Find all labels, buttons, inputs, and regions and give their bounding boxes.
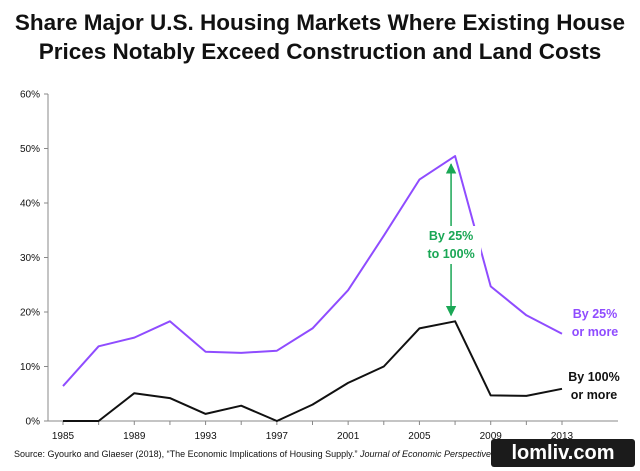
y-tick-label: 30% [20, 253, 40, 264]
annotation-label-line-1: By 25% [429, 229, 473, 243]
source-note: Source: Gyourko and Glaeser (2018), “The… [14, 449, 496, 459]
y-tick-label: 20% [20, 308, 40, 319]
y-tick-label: 40% [20, 199, 40, 210]
series-line-100-percent [63, 320, 563, 422]
chart-title-line-2: Prices Notably Exceed Construction and L… [38, 39, 602, 64]
x-tick-label: 1985 [52, 431, 75, 442]
x-tick-label: 1989 [123, 431, 146, 442]
series-label-25-line-1: By 25% [573, 307, 617, 321]
annotation-label-bg [421, 226, 482, 264]
y-tick-label: 50% [20, 144, 40, 155]
x-tick-label: 2013 [551, 431, 574, 442]
source-journal: Journal of Economic Perspectives [360, 449, 496, 459]
series-label-100-line-1: By 100% [568, 370, 619, 384]
series-line-25-percent [62, 155, 563, 387]
series-label-25-line-2: or more [572, 325, 619, 339]
x-tick-label: 2001 [337, 431, 360, 442]
x-tick-label: 2005 [408, 431, 431, 442]
y-tick-label: 0% [26, 417, 41, 428]
annotation-label-line-2: to 100% [427, 247, 474, 261]
y-tick-label: 60% [20, 90, 40, 101]
series-label-100-line-2: or more [571, 388, 618, 402]
chart-title: Share Major U.S. Housing Markets Where E… [0, 8, 640, 66]
x-tick-label: 1993 [194, 431, 217, 442]
x-tick-label: 1997 [266, 431, 289, 442]
y-tick-label: 10% [20, 362, 40, 373]
chart-title-line-1: Share Major U.S. Housing Markets Where E… [14, 10, 626, 35]
watermark-badge: lomliv.com [491, 439, 635, 467]
source-text: Source: Gyourko and Glaeser (2018), “The… [14, 449, 360, 459]
x-tick-label: 2009 [480, 431, 503, 442]
